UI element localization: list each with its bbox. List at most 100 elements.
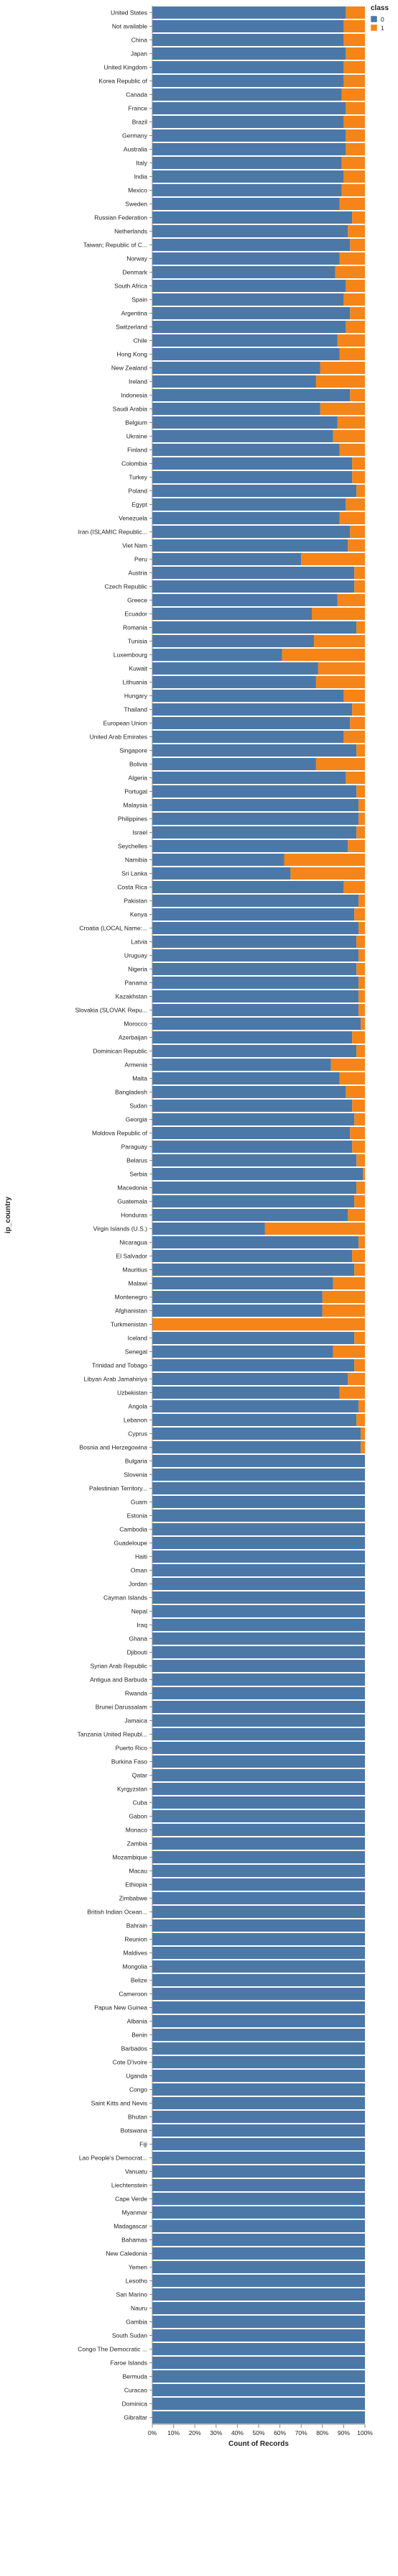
y-tick-label: Oman	[131, 1567, 147, 1574]
bar-class-0	[152, 2124, 365, 2137]
bar-class-0	[152, 1564, 365, 1576]
y-tick-label: Iceland	[128, 1335, 148, 1342]
bar-class-0	[152, 826, 357, 839]
y-tick-label: Ghana	[129, 1635, 147, 1643]
bar-class-0	[152, 1878, 365, 1891]
bar-class-0	[152, 2411, 365, 2424]
bar-class-0	[152, 1851, 365, 1863]
bar-class-0	[152, 539, 348, 552]
bar-class-1	[350, 717, 365, 729]
bar-class-0	[152, 2370, 365, 2383]
y-tick-label: Uganda	[126, 2073, 147, 2080]
bar-class-0	[152, 239, 351, 251]
category-labels: United States Not available China Japan Unit…	[75, 9, 148, 2421]
bar-class-0	[152, 2070, 365, 2082]
bar-class-1	[330, 1059, 365, 1071]
bar-class-0	[152, 2015, 365, 2027]
x-tick-label: 90%	[338, 2429, 350, 2436]
y-tick-label: Tanzania United Republ...	[78, 1731, 147, 1738]
bar-class-0	[152, 293, 344, 306]
bar-class-1	[354, 1264, 365, 1276]
y-tick-label: Vanuatu	[125, 2168, 147, 2175]
bar-class-0	[152, 1578, 365, 1590]
bar-class-1	[358, 1400, 365, 1412]
bar-class-1	[346, 47, 365, 60]
bar-class-0	[152, 157, 342, 169]
y-tick-label: Ecuador	[124, 611, 147, 618]
bar-class-1	[358, 977, 365, 989]
y-tick-label: Belize	[131, 1977, 147, 1984]
bar-class-0	[152, 1673, 365, 1686]
y-tick-label: Gibraltar	[124, 2414, 147, 2421]
bar-class-0	[152, 2234, 365, 2246]
bar-class-0	[152, 1346, 333, 1358]
bar-class-0	[152, 1974, 365, 1986]
y-tick-label: Belgium	[125, 419, 147, 426]
y-tick-label: Morocco	[124, 1020, 147, 1028]
bar-class-0	[152, 703, 353, 716]
bar-class-0	[152, 1960, 365, 1973]
bar-class-0	[152, 1100, 353, 1112]
x-tick-label: 20%	[189, 2429, 201, 2436]
bar-class-1	[322, 1305, 365, 1317]
bar-class-1	[356, 1154, 365, 1166]
bar-class-0	[152, 102, 346, 114]
bar-class-0	[152, 1359, 355, 1371]
bar-class-0	[152, 471, 353, 483]
bar-class-0	[152, 662, 318, 675]
bar-class-0	[152, 799, 359, 811]
y-tick-label: Bulgaria	[125, 1458, 147, 1465]
bar-class-0	[152, 1441, 361, 1453]
bar-class-0	[152, 1988, 365, 2000]
x-tick-label: 80%	[316, 2429, 328, 2436]
bar-class-0	[152, 1264, 355, 1276]
y-tick-label: Maldives	[123, 1950, 147, 1957]
bar-class-1	[346, 1086, 365, 1098]
bar-class-1	[354, 1332, 365, 1344]
x-axis-title: Count of Records	[228, 2440, 289, 2448]
bar-class-1	[315, 676, 365, 688]
y-tick-label: Zambia	[127, 1840, 148, 1847]
bar-class-0	[152, 1550, 365, 1563]
y-tick-label: Madagascar	[114, 2223, 147, 2230]
bar-class-1	[337, 334, 365, 347]
bar-class-0	[152, 1277, 333, 1289]
bar-class-1	[335, 266, 365, 278]
bar-class-0	[152, 20, 344, 32]
y-tick-label: Costa Rica	[117, 884, 147, 891]
bar-class-0	[152, 1824, 365, 1836]
bar-class-1	[358, 922, 365, 934]
bar-class-1	[290, 867, 365, 880]
bar-class-0	[152, 1400, 359, 1412]
y-tick-label: Kenya	[130, 911, 147, 918]
bar-class-0	[152, 1892, 365, 1904]
bar-class-1	[346, 498, 365, 511]
bar-class-0	[152, 348, 340, 360]
y-tick-label: South Sudan	[112, 2332, 147, 2339]
bar-class-1	[333, 1277, 365, 1289]
y-tick-label: United States	[111, 9, 147, 17]
y-tick-label: New Caledonia	[106, 2250, 147, 2257]
bar-class-0	[152, 1072, 340, 1084]
y-tick-label: China	[131, 37, 147, 44]
y-tick-label: India	[134, 173, 148, 181]
bar-class-0	[152, 116, 344, 128]
bar-class-0	[152, 731, 344, 743]
bar-class-0	[152, 854, 284, 866]
y-tick-label: El Salvador	[116, 1253, 148, 1260]
bar-class-1	[339, 512, 365, 524]
bar-class-1	[354, 567, 365, 579]
bar-class-1	[356, 1045, 365, 1057]
bar-class-1	[350, 1127, 365, 1139]
bar-class-0	[152, 2001, 365, 2014]
y-tick-label: South Africa	[114, 283, 147, 290]
y-tick-label: San Marino	[116, 2291, 148, 2298]
y-tick-label: Namibia	[125, 857, 147, 864]
y-tick-label: Kyrgyzstan	[117, 1786, 147, 1793]
y-tick-label: Kuwait	[129, 665, 147, 672]
y-tick-label: Virgin Islands (U.S.)	[93, 1225, 148, 1233]
bar-class-1	[354, 580, 365, 593]
bar-class-0	[152, 1291, 323, 1303]
bar-class-1	[348, 840, 365, 852]
bar-class-0	[152, 1496, 365, 1508]
